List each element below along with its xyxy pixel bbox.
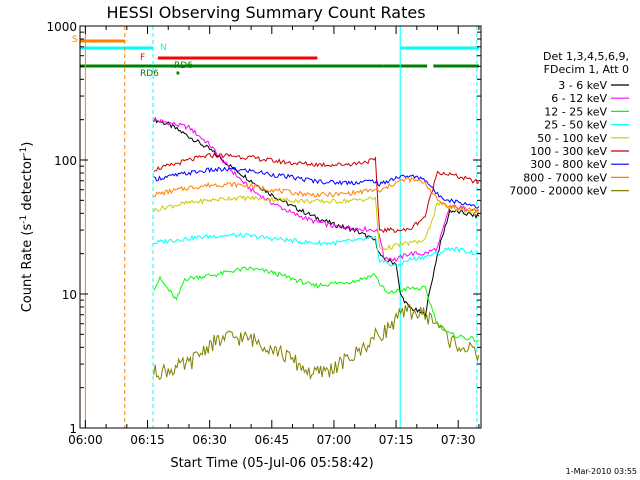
chart-title: HESSI Observing Summary Count Rates [106, 3, 425, 22]
legend-label-8: 7000 - 20000 keV [509, 185, 607, 198]
flag-label-1: N [160, 43, 167, 53]
y-axis-label-mid: detector [20, 155, 35, 215]
flag-label-0: S [72, 35, 78, 45]
legend-header-1: FDecim 1, Att 0 [544, 63, 629, 76]
y-axis-label-sup2: -1 [19, 147, 29, 156]
series-line-2 [153, 266, 480, 342]
y-tick-label-1: 10 [62, 288, 77, 302]
flag-labels: S N F RD6 RD6 [72, 35, 193, 79]
x-tick-label-1: 06:15 [130, 433, 165, 447]
series-line-0 [153, 116, 480, 318]
legend-label-5: 100 - 300 keV [530, 145, 607, 158]
series-line-4 [153, 195, 480, 251]
axis-ticks: 06:00 06:15 06:30 06:45 07:00 07:15 07:30 1 10 10… [46, 20, 481, 447]
legend-label-3: 25 - 50 keV [544, 119, 607, 132]
x-axis-label: Start Time (05-Jul-06 05:58:42) [170, 456, 373, 471]
x-tick-label-6: 07:30 [441, 433, 476, 447]
flag-bars [80, 39, 479, 75]
series-line-6 [153, 166, 480, 209]
series-line-8 [153, 303, 480, 381]
series-lines [84, 26, 480, 428]
y-axis-label: Count Rate (s-1 detector-1) [19, 142, 35, 313]
series-line-1 [153, 118, 479, 263]
legend-label-1: 6 - 12 keV [551, 92, 607, 105]
series-line-7 [153, 176, 480, 214]
y-axis-label-end: ) [20, 142, 35, 147]
y-tick-label-0: 1 [69, 422, 77, 436]
x-tick-label-3: 06:45 [255, 433, 290, 447]
x-tick-label-5: 07:15 [379, 433, 414, 447]
y-tick-label-3: 1000 [46, 20, 77, 34]
y-tick-label-2: 100 [54, 154, 77, 168]
flag-label-4: RD6 [140, 69, 159, 79]
flag-label-3: RD6 [174, 61, 193, 71]
legend-header-0: Det 1,3,4,5,6,9, [543, 50, 629, 63]
legend-label-4: 50 - 100 keV [537, 132, 607, 145]
legend-label-2: 12 - 25 keV [544, 105, 607, 118]
series-line-5 [153, 152, 480, 234]
legend-label-0: 3 - 6 keV [558, 79, 607, 92]
series-line-3 [153, 232, 480, 268]
legend-label-7: 800 - 7000 keV [523, 171, 607, 184]
y-axis-label-main: Count Rate (s [20, 224, 35, 313]
footer-date: 1-Mar-2010 03:55 [566, 467, 637, 476]
y-axis-label-sup1: -1 [19, 215, 29, 224]
legend: Det 1,3,4,5,6,9,FDecim 1, Att 0 3 - 6 keV… [509, 50, 629, 198]
x-tick-label-0: 06:00 [68, 433, 103, 447]
x-tick-label-2: 06:30 [192, 433, 227, 447]
flag-label-2: F [140, 53, 145, 63]
plot-frame [79, 25, 482, 429]
x-tick-label-4: 07:00 [317, 433, 352, 447]
legend-label-6: 300 - 800 keV [530, 158, 607, 171]
